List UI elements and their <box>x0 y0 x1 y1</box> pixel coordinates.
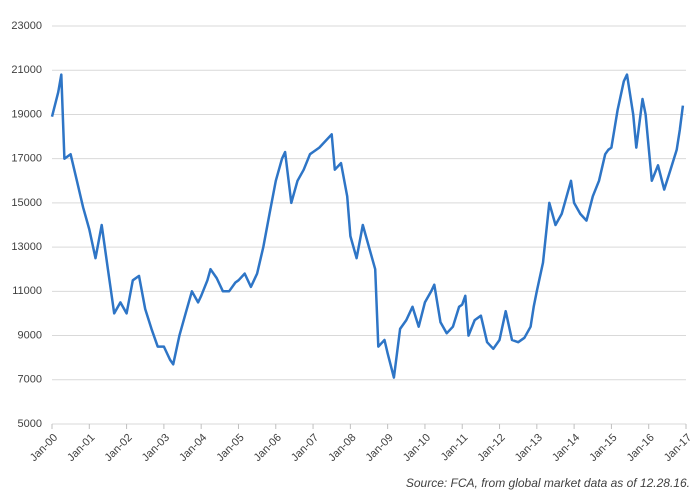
y-tick-label: 19000 <box>11 108 42 120</box>
x-tick-label: Jan-00 <box>28 432 60 464</box>
y-tick-label: 7000 <box>18 374 42 386</box>
x-tick-label: Jan-17 <box>662 432 694 464</box>
x-tick-label: Jan-14 <box>550 432 582 464</box>
y-tick-label: 13000 <box>11 241 42 253</box>
x-tick-label: Jan-03 <box>140 432 172 464</box>
x-tick-label: Jan-11 <box>439 432 471 464</box>
y-tick-label: 21000 <box>11 64 42 76</box>
x-tick-label: Jan-16 <box>625 432 657 464</box>
y-tick-label: 23000 <box>11 20 42 32</box>
x-tick-label: Jan-06 <box>252 432 284 464</box>
x-tick-label: Jan-10 <box>401 432 433 464</box>
data-line <box>50 73 685 379</box>
y-tick-label: 5000 <box>18 418 42 430</box>
y-tick-label: 11000 <box>12 285 42 297</box>
x-tick-label: Jan-07 <box>289 432 321 464</box>
x-tick-label: Jan-02 <box>102 432 134 464</box>
x-tick-label: Jan-09 <box>364 432 396 464</box>
x-tick-label: Jan-12 <box>475 432 507 464</box>
x-tick-label: Jan-01 <box>65 432 97 464</box>
y-tick-label: 17000 <box>11 153 42 165</box>
x-tick-label: Jan-08 <box>326 432 358 464</box>
x-tick-label: Jan-13 <box>513 432 545 464</box>
x-tick-label: Jan-04 <box>177 432 209 464</box>
y-tick-label: 15000 <box>11 197 42 209</box>
y-tick-label: 9000 <box>18 329 42 341</box>
source-note: Source: FCA, from global market data as … <box>406 476 690 490</box>
x-tick-label: Jan-05 <box>214 432 246 464</box>
x-tick-label: Jan-15 <box>587 432 619 464</box>
